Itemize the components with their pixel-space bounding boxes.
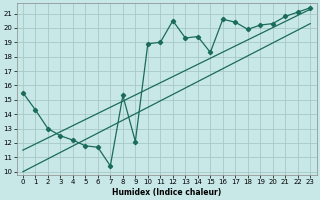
X-axis label: Humidex (Indice chaleur): Humidex (Indice chaleur) xyxy=(112,188,221,197)
